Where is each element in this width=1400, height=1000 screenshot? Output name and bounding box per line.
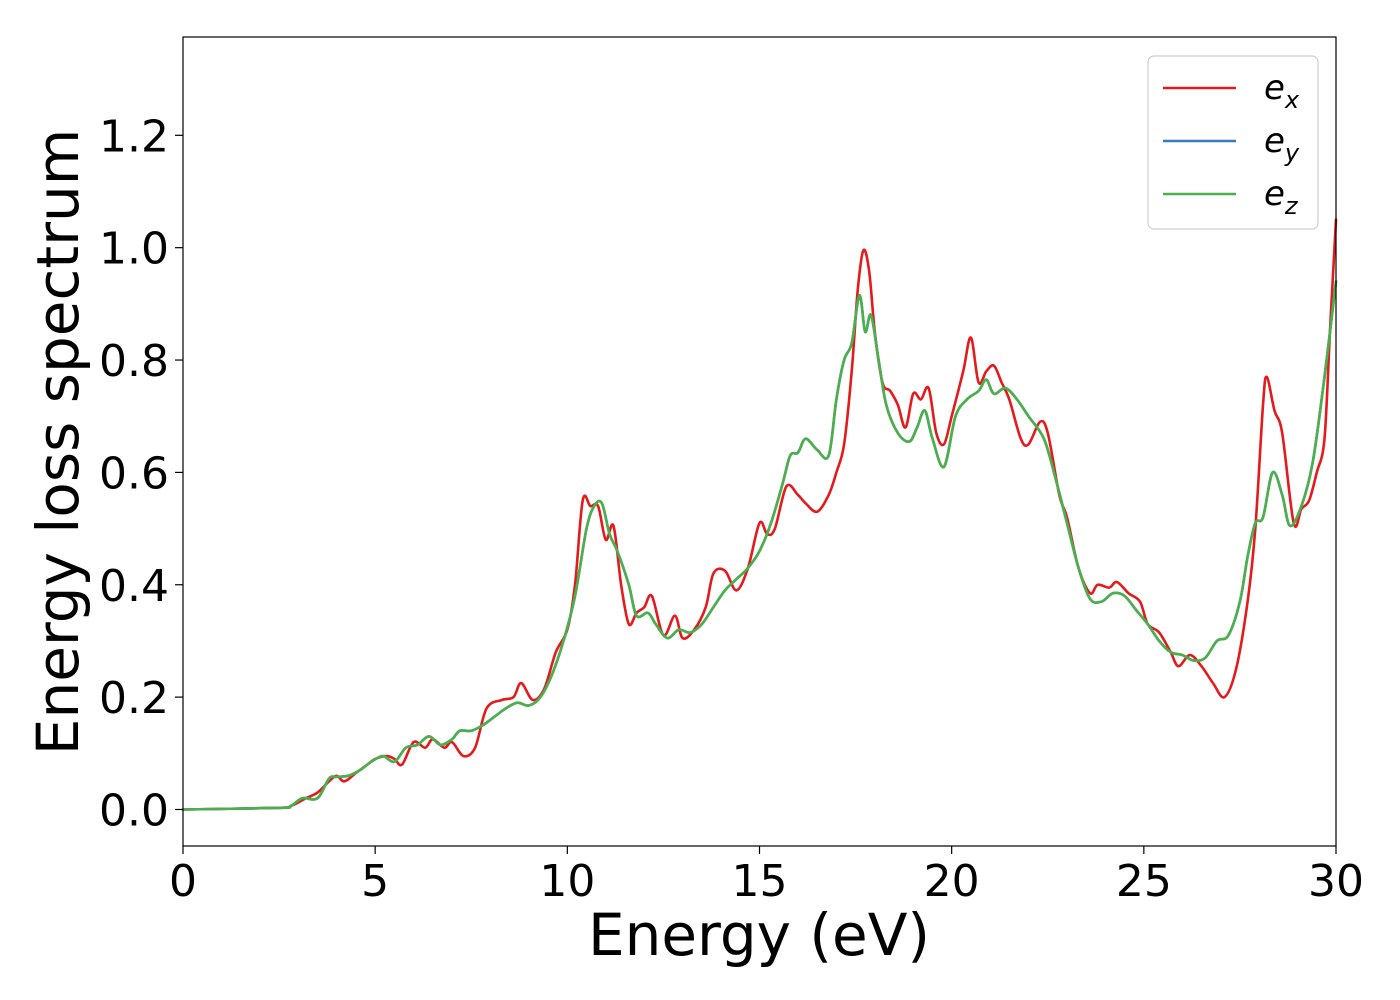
x-tick-label: 30	[1308, 856, 1364, 907]
y-tick-label: 0.0	[99, 785, 169, 836]
x-tick-label: 0	[169, 856, 197, 907]
legend-subscript-y: y	[1284, 139, 1300, 167]
legend-subscript-x: x	[1284, 86, 1300, 114]
x-axis-title: Energy (eV)	[588, 901, 930, 969]
y-axis-title: Energy loss spectrum	[24, 129, 92, 755]
x-tick-label: 15	[732, 856, 788, 907]
y-tick-label: 0.6	[99, 448, 169, 499]
ticks-layer: 0 5 10 15 20 25 30 0.0 0.2 0.4 0.6 0.8 1.0 1.2	[99, 111, 1364, 907]
y-tick-label: 0.8	[99, 336, 169, 387]
series-layer	[181, 218, 1338, 811]
y-tick-label: 0.4	[99, 561, 169, 612]
x-tick-label: 5	[361, 856, 389, 907]
y-tick-label: 1.0	[99, 224, 169, 275]
x-tick-label: 25	[1116, 856, 1172, 907]
legend-box	[1147, 55, 1319, 230]
legend-subscript-z: z	[1284, 192, 1299, 220]
x-tick-label: 10	[539, 856, 595, 907]
y-tick-label: 1.2	[99, 111, 169, 162]
series-line-e-z	[181, 280, 1338, 811]
y-tick-label: 0.2	[99, 673, 169, 724]
series-line-e-x	[181, 218, 1338, 811]
x-tick-label: 20	[924, 856, 980, 907]
